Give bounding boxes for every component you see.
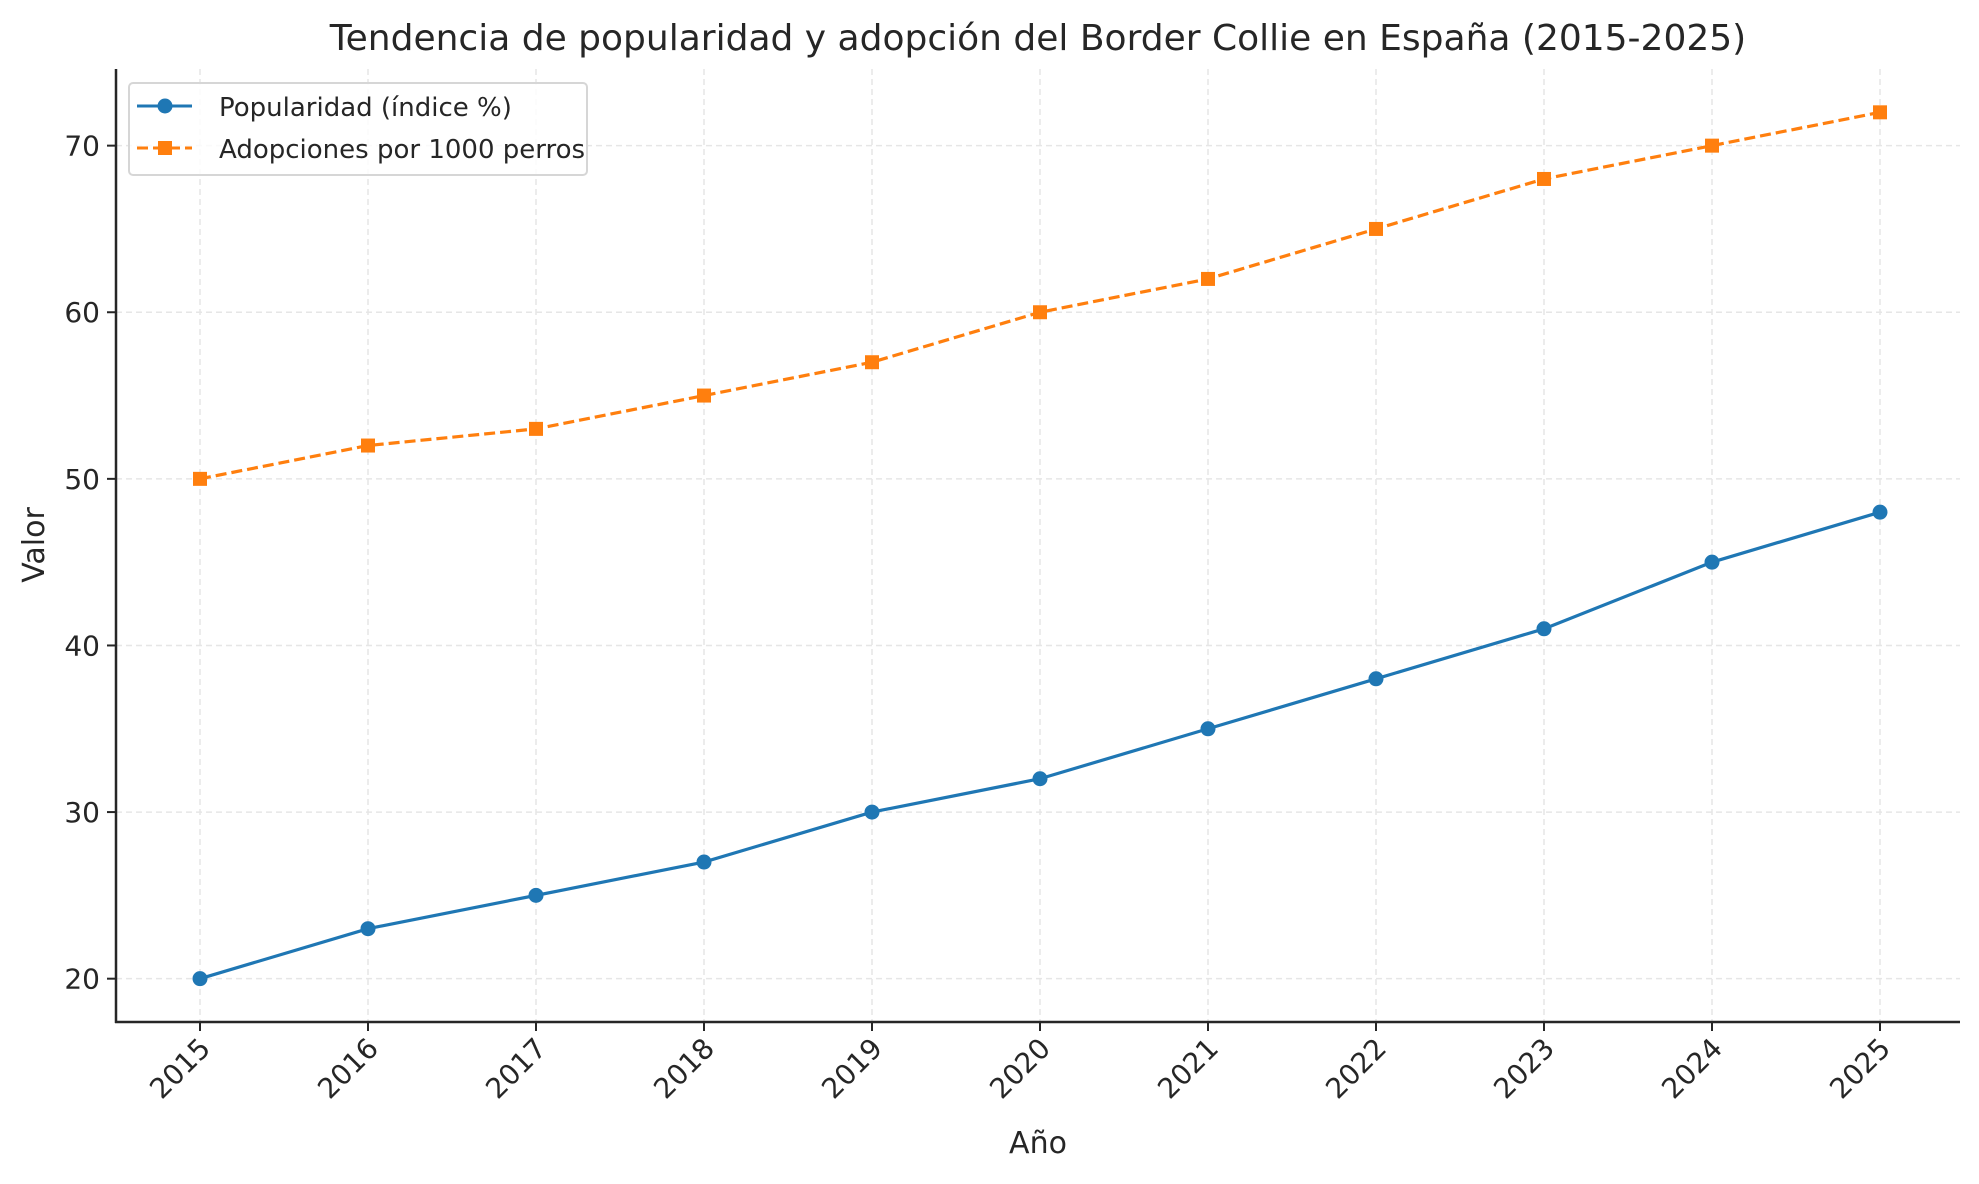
- legend-label-popularidad: Popularidad (índice %): [219, 93, 512, 123]
- x-tick-label: 2018: [647, 1032, 721, 1106]
- x-tick-label: 2021: [1151, 1032, 1225, 1106]
- y-tick-label: 30: [64, 796, 100, 829]
- x-tick-label: 2023: [1487, 1032, 1561, 1106]
- data-point-popularidad: [1704, 554, 1720, 570]
- data-point-popularidad: [360, 921, 376, 937]
- data-point-adopciones: [1873, 105, 1887, 120]
- data-point-adopciones: [1369, 221, 1383, 236]
- data-point-adopciones: [361, 438, 375, 453]
- x-ticks: 2015 2016 2017 2018 2019 2020 2021 2022 2023 2024…: [143, 1022, 1897, 1105]
- y-tick-label: 50: [64, 463, 100, 496]
- data-point-popularidad: [192, 971, 208, 987]
- legend-box: [128, 82, 588, 176]
- legend-marker-adopciones: [158, 141, 172, 155]
- legend-marker-popularidad: [157, 98, 173, 114]
- data-point-popularidad: [864, 804, 880, 820]
- data-point-popularidad: [528, 887, 544, 903]
- data-point-adopciones: [1033, 305, 1047, 320]
- data-point-adopciones: [193, 471, 207, 486]
- y-ticks: 20 30 40 50 60 70: [64, 130, 116, 996]
- data-point-adopciones: [1705, 138, 1719, 153]
- legend-label-adopciones: Adopciones por 1000 perros: [219, 135, 585, 165]
- data-point-adopciones: [865, 355, 879, 370]
- x-tick-label: 2015: [143, 1032, 217, 1106]
- data-point-popularidad: [1200, 721, 1216, 737]
- x-tick-label: 2017: [479, 1032, 553, 1106]
- x-axis-label: Año: [1009, 1126, 1067, 1161]
- data-point-adopciones: [1537, 171, 1551, 186]
- x-tick-label: 2019: [815, 1032, 889, 1106]
- legend: Popularidad (índice %) Adopciones por 10…: [128, 82, 588, 176]
- x-tick-label: 2024: [1655, 1032, 1729, 1106]
- x-tick-label: 2020: [983, 1032, 1057, 1106]
- series-layer: [192, 105, 1888, 987]
- data-point-adopciones: [1201, 271, 1215, 286]
- data-point-adopciones: [529, 421, 543, 436]
- data-point-popularidad: [1872, 504, 1888, 520]
- y-tick-label: 70: [64, 130, 100, 163]
- x-tick-label: 2016: [311, 1032, 385, 1106]
- y-tick-label: 20: [64, 963, 100, 996]
- x-tick-label: 2022: [1319, 1032, 1393, 1106]
- y-axis-label: Valor: [17, 507, 52, 583]
- data-point-popularidad: [1536, 621, 1552, 637]
- data-point-popularidad: [1032, 771, 1048, 787]
- data-point-adopciones: [697, 388, 711, 403]
- data-point-popularidad: [1368, 671, 1384, 687]
- x-tick-label: 2025: [1823, 1032, 1897, 1106]
- chart-title: Tendencia de popularidad y adopción del …: [329, 18, 1746, 59]
- y-tick-label: 60: [64, 296, 100, 329]
- grid: [116, 69, 1960, 1022]
- y-tick-label: 40: [64, 629, 100, 662]
- data-point-popularidad: [696, 854, 712, 870]
